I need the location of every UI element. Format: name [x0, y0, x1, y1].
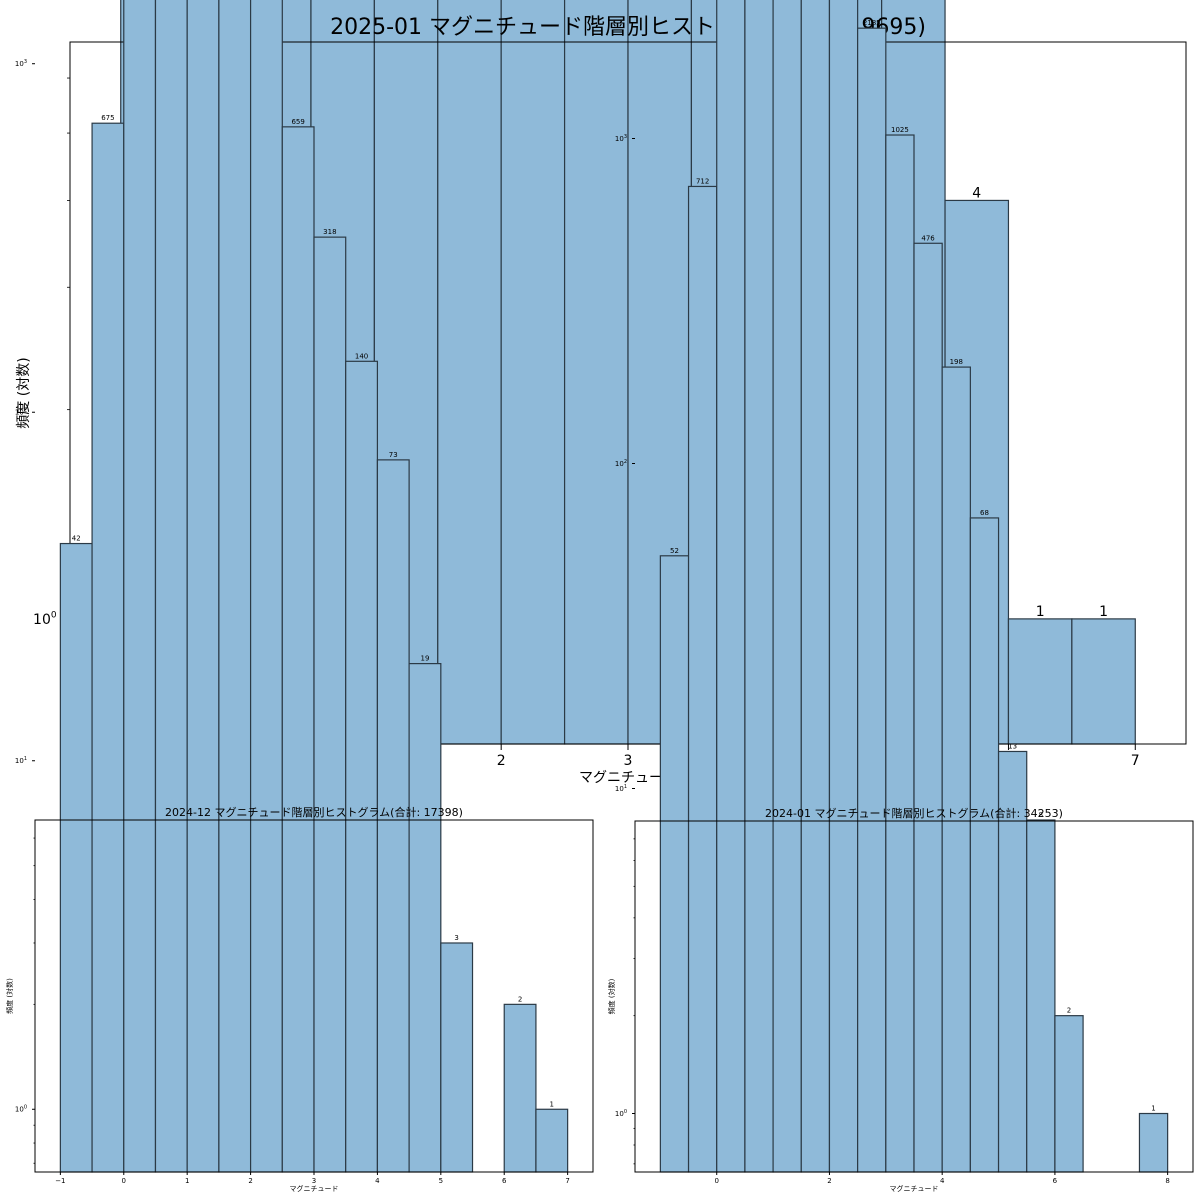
histogram-bar	[500, 0, 566, 745]
x-tick-label: 2	[248, 1177, 252, 1185]
x-tick-label: 6	[1053, 1177, 1058, 1185]
y-tick-label: 103	[615, 134, 627, 143]
histogram-bar	[1054, 1015, 1084, 1173]
bar-count-label: 476	[921, 234, 935, 242]
bar-count-label: 4	[972, 185, 981, 201]
histogram-bar	[437, 0, 502, 745]
y-axis-label: 頻度 (対数)	[16, 357, 32, 428]
histogram-bar	[941, 366, 971, 1173]
histogram-bar	[885, 134, 915, 1173]
histogram-bar	[969, 517, 1000, 1173]
x-tick-label: 8	[1165, 1177, 1169, 1185]
histogram-bar	[800, 0, 831, 1173]
histogram-bar	[186, 0, 220, 1173]
histogram-bar	[857, 27, 887, 1173]
y-tick-label: 102	[15, 408, 27, 417]
x-tick-label: 1	[185, 1177, 189, 1185]
x-tick-label: 2	[497, 753, 506, 769]
bar-count-label: 2	[1067, 1007, 1071, 1015]
x-tick-label: 0	[122, 1177, 126, 1185]
histogram-bar	[218, 0, 252, 1173]
histogram-bar	[281, 126, 315, 1173]
histogram-bar	[913, 242, 943, 1173]
bar-count-label: 3	[454, 934, 458, 942]
histogram-bar	[249, 0, 283, 1173]
bar-count-label: 675	[101, 114, 114, 122]
histogram-bar	[345, 360, 379, 1173]
bar-count-label: 68	[980, 509, 989, 517]
x-tick-label: 4	[940, 1177, 945, 1185]
histogram-bar	[154, 0, 188, 1173]
x-tick-label: 5	[439, 1177, 443, 1185]
x-axis-label: マグニチュード	[890, 1184, 939, 1193]
y-tick-label: 101	[615, 784, 627, 793]
histogram-bar	[313, 236, 347, 1173]
x-tick-label: 3	[624, 753, 633, 769]
bar-count-label: 2185	[863, 19, 881, 27]
x-tick-label: −1	[55, 1177, 65, 1185]
histogram-bar	[716, 0, 746, 1173]
bar-count-label: 712	[696, 177, 709, 185]
histogram-2024-01: 5271231136185809073104815218510254761986…	[607, 0, 1194, 1193]
x-tick-label: 7	[565, 1177, 569, 1185]
histogram-bar	[440, 942, 474, 1173]
bar-count-label: 1	[1036, 604, 1045, 620]
histogram-bar	[535, 1108, 569, 1173]
bar-count-label: 2	[518, 995, 522, 1003]
histogram-bar	[772, 0, 802, 1173]
y-axis-label: 頻度 (対数)	[607, 978, 616, 1014]
x-tick-label: 4	[375, 1177, 380, 1185]
x-tick-label: 2	[827, 1177, 831, 1185]
histogram-bar	[1138, 1112, 1169, 1173]
histogram-bar	[1026, 819, 1056, 1173]
histogram-bar	[744, 0, 774, 1173]
bar-count-label: 1	[1099, 604, 1108, 620]
histogram-bar	[376, 459, 410, 1173]
histogram-bar	[659, 555, 690, 1173]
bar-count-label: 8	[1039, 811, 1043, 819]
bar-count-label: 42	[72, 535, 81, 543]
x-tick-label: 3	[312, 1177, 316, 1185]
histogram-bar	[123, 0, 157, 1173]
chart-title: 2024-01 マグニチュード階層別ヒストグラム(合計: 34253)	[765, 806, 1063, 820]
y-tick-label: 100	[615, 1109, 627, 1118]
bar-count-label: 1	[1151, 1105, 1155, 1113]
x-tick-label: 0	[714, 1177, 718, 1185]
bar-count-label: 140	[355, 352, 368, 360]
bar-count-label: 198	[950, 358, 963, 366]
histogram-2024-12: 4267526853816445829381569659318140731932…	[5, 0, 594, 1193]
chart-title: 2024-12 マグニチュード階層別ヒストグラム(合計: 17398)	[165, 805, 463, 819]
x-axis-label: マグニチュード	[579, 770, 677, 786]
y-tick-label: 103	[15, 59, 27, 68]
bar-count-label: 73	[389, 451, 398, 459]
y-tick-label: 100	[33, 610, 57, 627]
plot-frame	[634, 820, 1194, 1173]
bar-count-label: 1025	[891, 126, 909, 134]
histogram-bar	[563, 0, 629, 745]
x-axis-label: マグニチュード	[290, 1184, 339, 1193]
bar-count-label: 52	[670, 547, 679, 555]
bar-count-label: 1	[550, 1100, 554, 1108]
y-tick-label: 101	[15, 756, 27, 765]
histogram-bar	[59, 542, 93, 1173]
histogram-bar	[687, 185, 718, 1173]
x-tick-label: 6	[502, 1177, 507, 1185]
bar-count-label: 19	[421, 655, 430, 663]
x-tick-label: 7	[1131, 753, 1140, 769]
y-tick-label: 102	[615, 459, 627, 468]
histogram-bar	[503, 1003, 537, 1173]
y-tick-label: 100	[15, 1105, 27, 1114]
histogram-bar	[1071, 618, 1136, 745]
bar-count-label: 13	[1008, 742, 1017, 750]
histogram-bar	[408, 663, 442, 1173]
histogram-bar	[828, 0, 859, 1173]
bar-count-label: 318	[323, 228, 336, 236]
bar-count-label: 659	[291, 118, 304, 126]
histogram-bar	[91, 122, 125, 1173]
y-axis-label: 頻度 (対数)	[5, 978, 14, 1014]
histogram-bar	[1007, 618, 1073, 745]
